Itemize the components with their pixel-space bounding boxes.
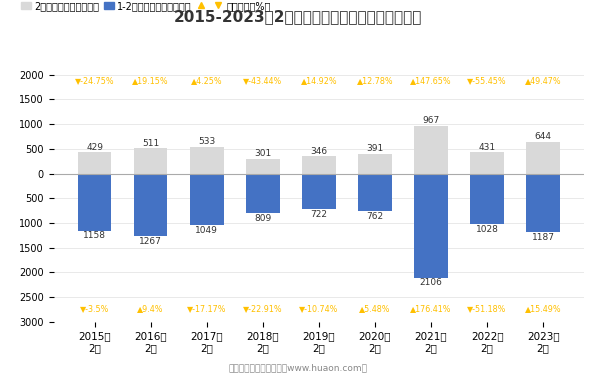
Text: 431: 431 [479,142,496,151]
Text: ▼-10.74%: ▼-10.74% [299,304,339,313]
Bar [302,156,336,174]
Bar [77,174,111,231]
Text: 644: 644 [535,132,552,141]
Text: ▲12.78%: ▲12.78% [356,76,393,85]
Text: 1049: 1049 [195,226,218,235]
Text: 2106: 2106 [420,278,442,287]
Bar [302,174,336,209]
Text: 533: 533 [198,138,215,147]
Text: ▲5.48%: ▲5.48% [359,304,391,313]
Text: 301: 301 [254,149,271,158]
Text: 346: 346 [311,147,327,156]
Bar [358,154,392,174]
Text: ▼-43.44%: ▼-43.44% [243,76,283,85]
Text: ▼-55.45%: ▼-55.45% [467,76,507,85]
Text: ▲14.92%: ▲14.92% [300,76,337,85]
Bar [134,148,167,174]
Text: 1158: 1158 [83,232,106,240]
Legend: 2月期货成交量（万手）, 1-2月期货成交量（万手）, , 同比增长（%）: 2月期货成交量（万手）, 1-2月期货成交量（万手）, , 同比增长（%） [21,1,271,11]
Text: 2015-2023年2月上海期货交易所天胶期货成交量: 2015-2023年2月上海期货交易所天胶期货成交量 [174,9,422,24]
Text: ▲176.41%: ▲176.41% [410,304,452,313]
Text: ▼-17.17%: ▼-17.17% [187,304,226,313]
Text: 722: 722 [311,210,327,219]
Bar [358,174,392,211]
Bar [134,174,167,236]
Text: ▼-24.75%: ▼-24.75% [74,76,114,85]
Bar [190,147,224,174]
Text: ▲9.4%: ▲9.4% [138,304,164,313]
Text: ▲147.65%: ▲147.65% [410,76,452,85]
Text: 1267: 1267 [139,237,162,246]
Text: 制图：华经产业研究院（www.huaon.com）: 制图：华经产业研究院（www.huaon.com） [228,363,368,372]
Text: 967: 967 [423,116,440,125]
Text: ▲19.15%: ▲19.15% [132,76,169,85]
Text: ▼-3.5%: ▼-3.5% [80,304,109,313]
Text: ▲4.25%: ▲4.25% [191,76,222,85]
Bar [414,174,448,278]
Bar [190,174,224,225]
Bar [414,126,448,174]
Bar [246,159,280,174]
Bar [470,152,504,174]
Bar [526,174,560,232]
Text: ▼-22.91%: ▼-22.91% [243,304,283,313]
Text: ▲15.49%: ▲15.49% [525,304,561,313]
Bar [246,174,280,214]
Text: 391: 391 [367,144,384,153]
Text: 762: 762 [367,212,383,221]
Text: ▲49.47%: ▲49.47% [525,76,561,85]
Bar [526,142,560,174]
Text: ▼-51.18%: ▼-51.18% [467,304,507,313]
Bar [77,152,111,174]
Text: 1028: 1028 [476,225,498,234]
Text: 1187: 1187 [532,233,555,242]
Text: 429: 429 [86,142,103,151]
Text: 511: 511 [142,139,159,148]
Text: 809: 809 [254,214,271,223]
Bar [470,174,504,224]
